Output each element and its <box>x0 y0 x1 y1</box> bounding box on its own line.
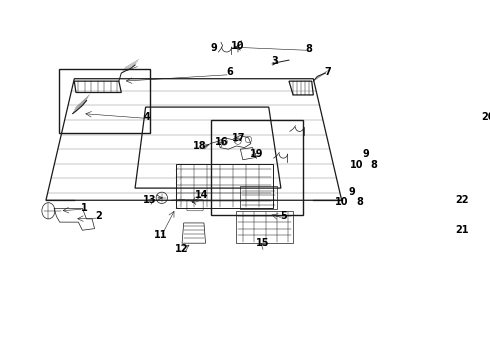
Text: 21: 21 <box>455 225 468 235</box>
Bar <box>211 120 303 215</box>
Text: 10: 10 <box>231 41 245 50</box>
Text: 22: 22 <box>455 195 468 205</box>
Text: 9: 9 <box>210 43 217 53</box>
Text: 17: 17 <box>232 133 245 143</box>
Text: 9: 9 <box>363 149 369 159</box>
Text: 8: 8 <box>370 161 377 170</box>
Bar <box>241 186 277 209</box>
Text: 8: 8 <box>356 197 363 207</box>
Text: 3: 3 <box>272 56 279 66</box>
Text: 19: 19 <box>250 149 263 159</box>
Bar <box>236 211 293 243</box>
Bar <box>175 164 273 208</box>
Text: 12: 12 <box>174 244 188 254</box>
Text: 6: 6 <box>226 67 233 77</box>
Text: 1: 1 <box>81 203 87 212</box>
Text: 4: 4 <box>144 112 150 122</box>
Text: 5: 5 <box>280 211 287 221</box>
Text: 16: 16 <box>215 137 228 147</box>
Text: 11: 11 <box>154 230 168 240</box>
Text: 10: 10 <box>349 161 363 170</box>
Text: 7: 7 <box>324 67 331 77</box>
Text: 20: 20 <box>481 112 490 122</box>
Text: 2: 2 <box>95 211 102 221</box>
Text: 18: 18 <box>193 141 207 151</box>
Bar <box>59 69 150 133</box>
Text: 9: 9 <box>348 187 355 197</box>
Text: 13: 13 <box>143 195 156 205</box>
Text: 8: 8 <box>306 44 313 54</box>
Text: 15: 15 <box>255 238 269 248</box>
Bar <box>439 122 490 199</box>
Text: 10: 10 <box>335 197 348 207</box>
Text: 14: 14 <box>195 190 208 199</box>
